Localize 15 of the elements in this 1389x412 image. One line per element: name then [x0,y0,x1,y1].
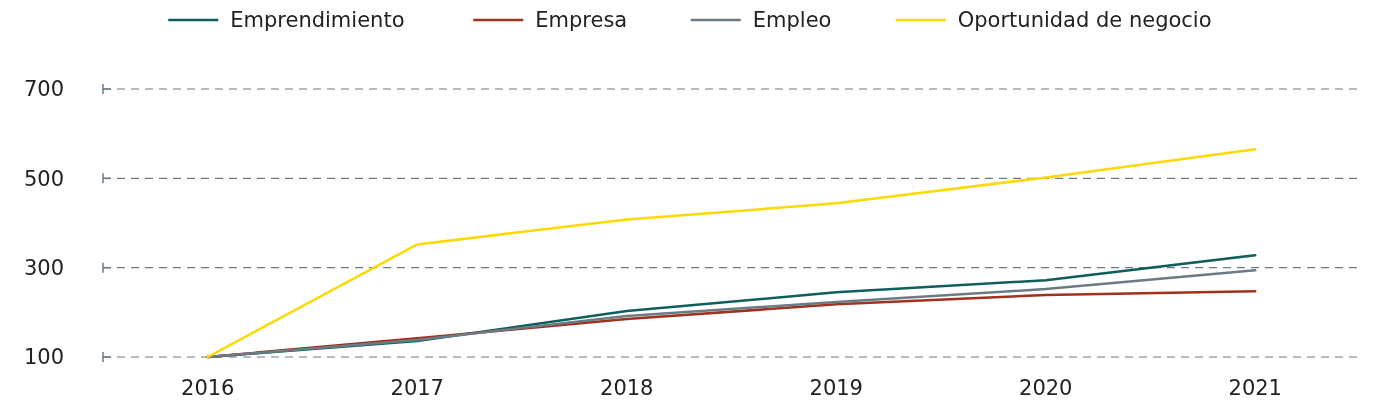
x-tick-label: 2017 [390,376,444,400]
legend-label: Oportunidad de negocio [957,8,1212,33]
y-tick-label: 300 [23,256,65,281]
x-tick-label: 2021 [1228,376,1282,400]
line-series [206,148,1257,359]
x-tick-label: 2018 [600,376,654,400]
legend-label: Emprendimiento [230,8,405,33]
legend-label: Empresa [535,8,628,33]
x-tick-label: 2016 [181,376,235,400]
y-tick-label: 500 [23,166,65,191]
legend-label: Empleo [752,8,832,33]
x-tick-label: 2020 [1019,376,1073,400]
y-tick-label: 100 [23,345,65,370]
y-tick-label: 700 [23,77,65,102]
x-tick-label: 2019 [809,376,863,400]
